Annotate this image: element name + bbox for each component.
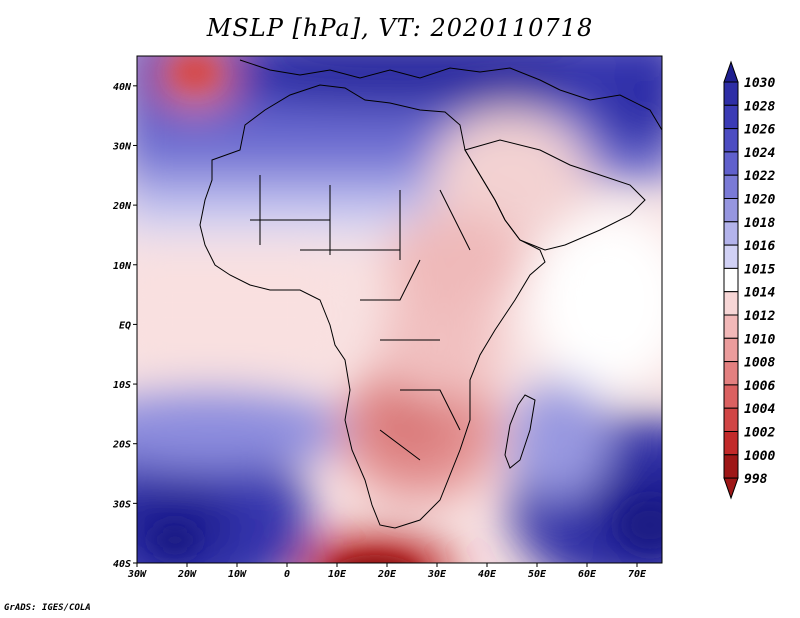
colorbar-swatch (723, 81, 739, 106)
colorbar-swatch (723, 104, 739, 130)
asia-coastline (559, 89, 662, 131)
colorbar-level-label: 1030 (744, 76, 775, 91)
colorbar-swatch (723, 407, 739, 433)
colorbar-level-label: 998 (744, 472, 768, 487)
colorbar-level-label: 1010 (744, 332, 775, 347)
colorbar-level-label: 1006 (744, 379, 775, 394)
colorbar-swatch (723, 384, 739, 409)
colorbar-level-label: 1020 (744, 193, 775, 208)
lat-tick-label: 20S (112, 440, 131, 451)
colorbar-swatch (723, 221, 739, 246)
colorbar-swatch (723, 267, 739, 293)
longitude-axis: 30W 20W 10W 0 10E 20E 30E 40E 50E 60E 70E (127, 563, 647, 580)
colorbar-level-label: 1018 (744, 216, 775, 231)
lat-tick-label: 40S (113, 559, 131, 570)
colorbar-level-label: 1026 (744, 123, 775, 138)
colorbar-top-arrow (723, 60, 739, 83)
colorbar-level-label: 1002 (744, 426, 775, 441)
colorbar-level-label: 1014 (744, 286, 775, 301)
credit-label: GrADS: IGES/COLA (4, 603, 91, 613)
lon-tick-label: 60E (578, 569, 597, 580)
lon-tick-label: 50E (528, 569, 547, 580)
colorbar-level-label: 1000 (744, 449, 775, 464)
colorbar-swatch (723, 128, 739, 153)
madagascar-coastline (504, 394, 536, 469)
lat-tick-label: 30S (112, 499, 131, 510)
lon-tick-label: 0 (284, 569, 290, 580)
lat-tick-label: 10N (113, 261, 132, 272)
africa-coastline (199, 84, 546, 529)
colorbar: 1030 1028 1026 1024 1022 1020 1018 1016 1015 1014… (723, 60, 775, 500)
colorbar-bottom-arrow (723, 477, 739, 500)
lat-tick-label: 30N (112, 141, 132, 152)
lon-tick-label: 20W (177, 569, 197, 580)
colorbar-level-label: 1016 (744, 239, 775, 254)
map-frame (136, 55, 663, 564)
lon-tick-label: 10E (328, 569, 347, 580)
latitude-axis: 40N 30N 20N 10N EQ 10S 20S 30S 40S (112, 82, 137, 570)
lon-tick-label: 40E (478, 569, 497, 580)
lon-tick-label: 30E (427, 569, 447, 580)
colorbar-swatch (723, 431, 739, 456)
colorbar-level-label: 1024 (744, 146, 775, 161)
colorbar-level-label: 1022 (744, 169, 775, 184)
colorbar-level-label: 1008 (744, 356, 775, 371)
colorbar-level-label: 1012 (744, 309, 775, 324)
colorbar-swatch (723, 244, 739, 269)
colorbar-swatch (723, 361, 739, 386)
lon-tick-label: 30W (127, 569, 147, 580)
colorbar-level-label: 1004 (744, 402, 775, 417)
coastlines (199, 59, 662, 529)
colorbar-swatch (723, 198, 739, 223)
colorbar-level-label: 1015 (744, 262, 775, 277)
arabia-coastline (464, 139, 646, 251)
map-title: MSLP [hPa], VT: 2020110718 (206, 14, 594, 42)
lat-tick-label: EQ (119, 320, 131, 331)
colorbar-swatch (723, 337, 739, 363)
lat-tick-label: 10S (113, 380, 131, 391)
lat-tick-label: 40N (113, 82, 132, 93)
lon-tick-label: 20E (377, 569, 397, 580)
lat-tick-label: 20N (112, 201, 132, 212)
europe-coastline (239, 59, 561, 91)
colorbar-swatch (723, 454, 739, 479)
colorbar-level-label: 1028 (744, 99, 775, 114)
lon-tick-label: 10W (228, 569, 247, 580)
pressure-field (137, 56, 662, 563)
lon-tick-label: 70E (628, 569, 647, 580)
colorbar-swatch (723, 174, 739, 199)
colorbar-swatch (723, 291, 739, 316)
colorbar-swatch (723, 314, 739, 339)
colorbar-swatch (723, 151, 739, 176)
interior-borders (250, 175, 471, 461)
